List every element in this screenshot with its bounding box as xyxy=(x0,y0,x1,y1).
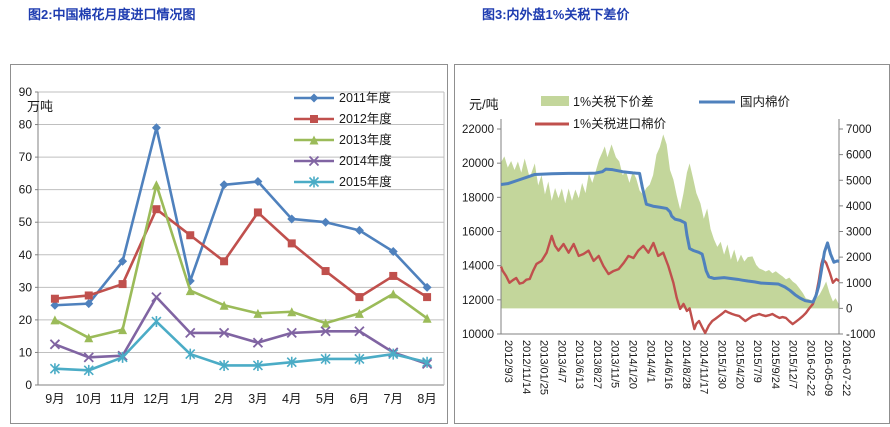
svg-text:3000: 3000 xyxy=(846,227,872,239)
y-axis-unit-label: 元/吨 xyxy=(469,97,499,112)
x-axis-date-labels: 2012/9/3 2012/11/14 2013/01/25 2013/4/7 2013… xyxy=(502,340,852,396)
svg-text:2012/9/3: 2012/9/3 xyxy=(502,340,514,383)
series-国内棉价 xyxy=(500,167,840,304)
svg-text:国内棉价: 国内棉价 xyxy=(740,95,791,109)
x-axis-labels: 9月 10月 11月 12月 1月 2月 3月 4月 5月 6月 7月 8月 xyxy=(45,392,437,406)
svg-text:2013/6/13: 2013/6/13 xyxy=(573,340,585,389)
svg-text:20000: 20000 xyxy=(462,158,494,170)
y-axis-unit-label: 万吨 xyxy=(27,99,53,114)
svg-text:12000: 12000 xyxy=(462,295,494,307)
svg-text:5月: 5月 xyxy=(316,392,335,406)
svg-text:-1000: -1000 xyxy=(846,329,875,341)
svg-text:2000: 2000 xyxy=(846,252,872,264)
gridlines: 0 10 20 30 40 50 60 70 80 90 xyxy=(19,85,445,392)
svg-text:2014/1/20: 2014/1/20 xyxy=(627,340,639,389)
svg-text:1000: 1000 xyxy=(846,278,872,290)
monthly-import-chart: 0 10 20 30 40 50 60 70 80 90 9月 10月 11月 12月 1月 2月 3月 4月 5月… xyxy=(10,64,448,424)
svg-text:2013年度: 2013年度 xyxy=(339,132,392,147)
svg-text:2016-07-22: 2016-07-22 xyxy=(840,340,852,396)
svg-text:2013/4/7: 2013/4/7 xyxy=(555,340,567,383)
svg-text:0: 0 xyxy=(25,378,32,392)
svg-text:2016-05-09: 2016-05-09 xyxy=(822,340,834,396)
svg-text:11月: 11月 xyxy=(110,392,135,406)
svg-text:2015/7/9: 2015/7/9 xyxy=(751,340,763,383)
svg-text:2013/01/25: 2013/01/25 xyxy=(538,340,550,395)
svg-text:2012/11/14: 2012/11/14 xyxy=(520,340,532,394)
svg-text:2014年度: 2014年度 xyxy=(339,153,392,168)
svg-text:20: 20 xyxy=(19,313,33,327)
left-chart-svg: 0 10 20 30 40 50 60 70 80 90 9月 10月 11月 12月 1月 2月 3月 4月 5月… xyxy=(19,85,445,406)
series-1%关税进口棉价 xyxy=(499,234,840,335)
svg-text:90: 90 xyxy=(19,85,33,99)
svg-text:2015/12/7: 2015/12/7 xyxy=(787,340,799,389)
svg-text:9月: 9月 xyxy=(45,392,64,406)
svg-text:16000: 16000 xyxy=(462,227,494,239)
svg-text:6000: 6000 xyxy=(846,150,872,162)
svg-text:2015年度: 2015年度 xyxy=(339,174,392,189)
svg-text:50: 50 xyxy=(19,215,33,229)
series-2013年度 xyxy=(50,180,432,343)
svg-text:10000: 10000 xyxy=(462,329,494,341)
series-1%关税下价差 xyxy=(501,134,839,309)
axes: 10000120001400016000180002000022000-1000… xyxy=(462,119,875,341)
svg-text:5000: 5000 xyxy=(846,175,872,187)
svg-text:2014/8/28: 2014/8/28 xyxy=(680,340,692,389)
left-chart-title: 图2:中国棉花月度进口情况图 xyxy=(28,7,196,22)
svg-text:4月: 4月 xyxy=(282,392,301,406)
svg-text:2015/1/30: 2015/1/30 xyxy=(715,340,727,389)
svg-text:2015/9/24: 2015/9/24 xyxy=(769,340,781,389)
svg-text:2015/4/20: 2015/4/20 xyxy=(733,340,745,389)
svg-text:30: 30 xyxy=(19,280,33,294)
svg-text:18000: 18000 xyxy=(462,192,494,204)
svg-text:2014/6/16: 2014/6/16 xyxy=(662,340,674,389)
svg-text:10: 10 xyxy=(19,345,33,359)
svg-text:8月: 8月 xyxy=(417,392,436,406)
svg-text:7月: 7月 xyxy=(384,392,403,406)
svg-text:7000: 7000 xyxy=(846,124,872,136)
series-2012年度 xyxy=(50,205,432,303)
svg-text:0: 0 xyxy=(846,303,852,315)
svg-text:3月: 3月 xyxy=(248,392,267,406)
svg-text:2012年度: 2012年度 xyxy=(339,111,392,126)
svg-text:1%关税下价差: 1%关税下价差 xyxy=(573,95,654,109)
series-2011年度 xyxy=(50,123,432,310)
legend: 2011年度 2012年度 2013年度 2014年度 2015年度 xyxy=(294,90,392,189)
svg-text:12月: 12月 xyxy=(143,392,169,406)
svg-text:10月: 10月 xyxy=(76,392,102,406)
svg-text:2月: 2月 xyxy=(214,392,233,406)
svg-text:4000: 4000 xyxy=(846,201,872,213)
svg-text:2013/8/27: 2013/8/27 xyxy=(591,340,603,389)
svg-text:2013/11/5: 2013/11/5 xyxy=(609,340,621,388)
svg-text:2016-02-22: 2016-02-22 xyxy=(804,340,816,396)
price-spread-chart: 10000 12000 14000 16000 18000 20000 22000 -1000… xyxy=(454,64,890,424)
svg-text:60: 60 xyxy=(19,183,33,197)
svg-text:6月: 6月 xyxy=(350,392,369,406)
svg-text:1月: 1月 xyxy=(181,392,200,406)
svg-text:40: 40 xyxy=(19,248,33,262)
legend: 1%关税下价差 1%关税进口棉价 国内棉价 xyxy=(535,95,791,131)
series-2015年度 xyxy=(49,316,433,376)
svg-text:80: 80 xyxy=(19,118,33,132)
right-chart-title: 图3:内外盘1%关税下差价 xyxy=(482,7,630,22)
svg-text:70: 70 xyxy=(19,150,33,164)
svg-text:2014/11/17: 2014/11/17 xyxy=(698,340,710,394)
svg-text:22000: 22000 xyxy=(462,124,494,136)
svg-text:1%关税进口棉价: 1%关税进口棉价 xyxy=(573,117,667,131)
svg-text:2011年度: 2011年度 xyxy=(339,90,391,105)
svg-text:2014/4/1: 2014/4/1 xyxy=(644,340,656,383)
svg-text:14000: 14000 xyxy=(462,261,494,273)
right-chart-svg: 10000120001400016000180002000022000-1000… xyxy=(462,95,875,396)
